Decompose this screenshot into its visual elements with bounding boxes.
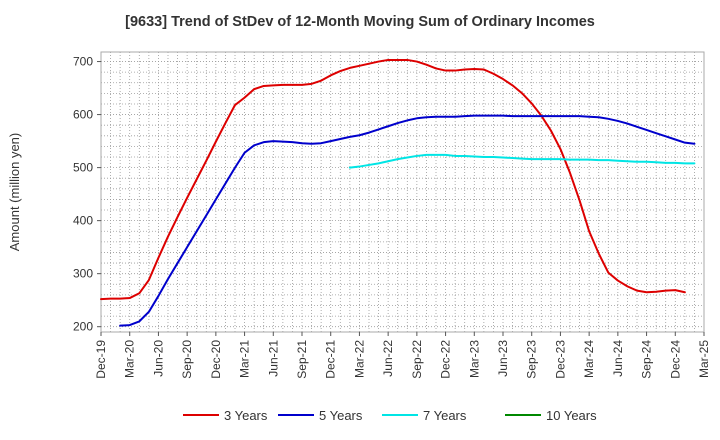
chart-title: [9633] Trend of StDev of 12-Month Moving… bbox=[125, 14, 595, 30]
x-tick-label: Dec-19 bbox=[94, 340, 108, 379]
x-tick-label: Jun-21 bbox=[266, 340, 280, 377]
x-tick-label: Jun-24 bbox=[611, 340, 625, 377]
x-tick-label: Dec-22 bbox=[439, 340, 453, 379]
x-tick-label: Dec-20 bbox=[209, 340, 223, 379]
series-line-5-years bbox=[119, 114, 696, 327]
y-tick-label: 600 bbox=[73, 108, 93, 122]
y-axis-ticks: 200 300 400 500 600 700 bbox=[73, 55, 101, 334]
x-tick-label: Jun-23 bbox=[496, 340, 510, 377]
x-tick-label: Dec-23 bbox=[553, 340, 567, 379]
y-tick-label: 500 bbox=[73, 161, 93, 175]
x-tick-label: Sep-23 bbox=[525, 340, 539, 379]
x-tick-label: Mar-25 bbox=[697, 340, 711, 378]
series-lines bbox=[100, 58, 696, 327]
plot-area bbox=[100, 51, 705, 333]
x-tick-label: Mar-20 bbox=[123, 340, 137, 378]
x-tick-label: Sep-20 bbox=[180, 340, 194, 379]
x-tick-label: Sep-24 bbox=[640, 340, 654, 379]
x-tick-label: Mar-23 bbox=[467, 340, 481, 378]
legend-label: 3 Years bbox=[224, 408, 268, 423]
x-tick-label: Dec-21 bbox=[324, 340, 338, 379]
y-axis-title: Amount (million yen) bbox=[7, 133, 22, 252]
x-axis-ticks: Dec-19 Mar-20 Jun-20 Sep-20 Dec-20 Mar-21 Jun-… bbox=[94, 332, 711, 379]
x-tick-label: Jun-20 bbox=[151, 340, 165, 377]
legend-label: 5 Years bbox=[319, 408, 363, 423]
y-tick-label: 300 bbox=[73, 267, 93, 281]
x-tick-label: Dec-24 bbox=[668, 340, 682, 379]
x-tick-label: Sep-22 bbox=[410, 340, 424, 379]
legend-label: 10 Years bbox=[546, 408, 597, 423]
y-tick-label: 200 bbox=[73, 320, 93, 334]
x-tick-label: Jun-22 bbox=[381, 340, 395, 377]
series-line-7-years bbox=[348, 153, 696, 169]
y-tick-label: 400 bbox=[73, 214, 93, 228]
legend: 3 Years 5 Years 7 Years 10 Years bbox=[183, 408, 597, 423]
x-tick-label: Mar-21 bbox=[238, 340, 252, 378]
series-line-3-years bbox=[100, 58, 686, 301]
y-tick-label: 700 bbox=[73, 55, 93, 69]
x-tick-label: Sep-21 bbox=[295, 340, 309, 379]
x-tick-label: Mar-24 bbox=[582, 340, 596, 378]
legend-label: 7 Years bbox=[423, 408, 467, 423]
grid bbox=[101, 52, 704, 332]
x-tick-label: Mar-22 bbox=[352, 340, 366, 378]
